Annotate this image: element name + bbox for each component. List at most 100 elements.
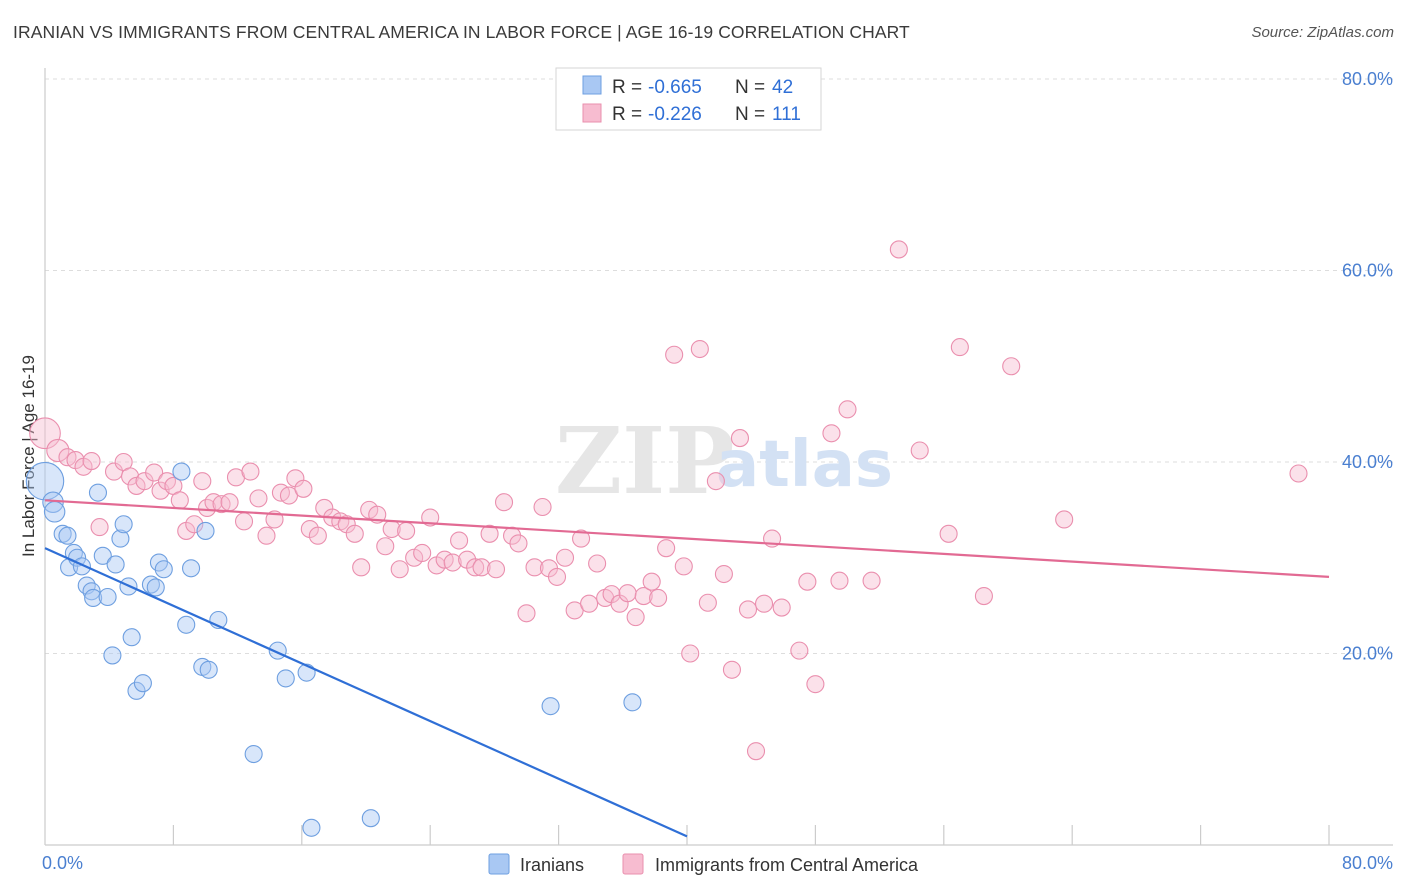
legend-r-value-iranians: -0.665 <box>648 77 702 98</box>
iranians-point-2 <box>43 501 66 523</box>
central-america-point-35 <box>308 526 327 545</box>
y-tick-labels: 20.0% 40.0% 60.0% 80.0% <box>1342 69 1393 664</box>
bottom-legend: Iranians Immigrants from Central America <box>488 853 919 875</box>
central-america-point-110 <box>1289 464 1308 483</box>
iranians-point-4 <box>58 526 77 545</box>
central-america-point-107 <box>974 586 993 606</box>
central-america-point-40 <box>345 524 364 543</box>
trend-line-central-america <box>44 499 1330 578</box>
iranians-point-23 <box>141 575 160 594</box>
legend-r-label-iranians: R = <box>612 77 642 98</box>
central-america-point-103 <box>889 240 908 259</box>
central-america-point-56 <box>466 558 485 577</box>
watermark-atlas: atlas <box>716 428 893 502</box>
central-america-point-80 <box>649 588 668 608</box>
iranians-point-40 <box>541 697 560 716</box>
central-america-point-109 <box>1055 510 1074 529</box>
central-america-point-28 <box>257 526 276 545</box>
central-america-point-41 <box>352 558 371 577</box>
iranians-point-0 <box>25 461 65 501</box>
central-america-point-58 <box>480 524 499 543</box>
central-america-point-27 <box>249 489 268 508</box>
central-america-point-97 <box>798 572 817 591</box>
central-america-point-18 <box>185 515 204 534</box>
iranians-point-15 <box>103 646 122 665</box>
iranians-point-34 <box>244 744 263 764</box>
chart-title: IRANIAN VS IMMIGRANTS FROM CENTRAL AMERI… <box>13 22 910 42</box>
iranians-point-16 <box>106 555 125 574</box>
central-america-point-49 <box>413 543 432 563</box>
iranians-point-10 <box>82 582 101 601</box>
bottom-legend-swatch-central-america <box>622 853 644 875</box>
central-america-point-5 <box>82 451 101 471</box>
iranians-point-21 <box>127 681 146 700</box>
central-america-point-85 <box>690 339 709 359</box>
central-america-point-96 <box>790 641 809 660</box>
central-america-point-77 <box>626 608 645 627</box>
series-central-america-points <box>29 240 1308 761</box>
legend-swatch-central-america <box>582 103 602 123</box>
central-america-point-89 <box>722 660 741 679</box>
central-america-point-99 <box>822 424 841 443</box>
y-tick-label-20: 20.0% <box>1342 644 1393 664</box>
legend-r-value-central-america: -0.226 <box>648 104 702 125</box>
iranians-point-11 <box>84 588 103 608</box>
iranians-point-32 <box>199 660 218 679</box>
iranians-point-17 <box>111 529 130 548</box>
central-america-point-81 <box>657 539 676 558</box>
y-axis-label: In Labor Force | Age 16-19 <box>19 355 38 557</box>
iranians-point-36 <box>276 669 295 688</box>
central-america-point-102 <box>862 571 881 590</box>
central-america-point-62 <box>509 534 528 553</box>
central-america-point-88 <box>714 564 733 584</box>
central-america-point-100 <box>830 571 849 590</box>
central-america-point-104 <box>910 441 929 460</box>
bottom-legend-swatch-iranians <box>488 853 510 875</box>
central-america-point-50 <box>421 508 440 527</box>
central-america-point-106 <box>950 338 969 357</box>
central-america-point-23 <box>220 493 239 512</box>
iranians-point-27 <box>172 462 191 481</box>
central-america-point-93 <box>754 594 774 613</box>
central-america-point-44 <box>376 537 395 556</box>
iranians-point-38 <box>302 818 321 837</box>
x-tick-label-max: 80.0% <box>1342 853 1393 873</box>
central-america-point-59 <box>486 560 506 579</box>
legend-n-value-central-america: 111 <box>772 104 801 125</box>
central-america-point-68 <box>555 548 575 567</box>
central-america-point-64 <box>525 558 544 577</box>
central-america-point-82 <box>665 345 684 364</box>
x-tick-label-min: 0.0% <box>42 853 83 873</box>
central-america-point-79 <box>642 572 661 591</box>
central-america-point-101 <box>838 400 857 419</box>
central-america-point-72 <box>588 554 607 573</box>
central-america-point-26 <box>241 462 260 481</box>
central-america-point-53 <box>443 553 462 572</box>
watermark-zip: ZIP <box>555 407 734 515</box>
central-america-point-67 <box>547 567 567 586</box>
central-america-point-1 <box>46 438 70 463</box>
central-america-point-83 <box>674 557 693 576</box>
central-america-point-71 <box>580 594 599 613</box>
central-america-point-76 <box>618 584 637 603</box>
legend-r-label-central-america: R = <box>612 104 642 125</box>
central-america-point-90 <box>730 429 750 448</box>
central-america-point-108 <box>1002 357 1021 376</box>
series-iranians-points <box>25 461 642 837</box>
central-america-point-92 <box>746 742 766 761</box>
central-america-point-95 <box>772 598 791 617</box>
legend-n-value-iranians: 42 <box>772 77 793 98</box>
central-america-point-12 <box>145 463 164 482</box>
y-tick-label-80: 80.0% <box>1342 69 1393 89</box>
iranians-point-13 <box>93 546 112 565</box>
central-america-point-9 <box>121 467 140 486</box>
central-america-point-84 <box>681 644 700 663</box>
iranians-point-28 <box>177 615 196 634</box>
central-america-point-57 <box>472 558 491 577</box>
iranians-point-24 <box>146 578 165 597</box>
central-america-point-91 <box>738 600 758 619</box>
legend-swatch-iranians <box>582 75 602 95</box>
central-america-point-86 <box>698 593 717 612</box>
watermark: ZIP atlas <box>555 407 893 515</box>
